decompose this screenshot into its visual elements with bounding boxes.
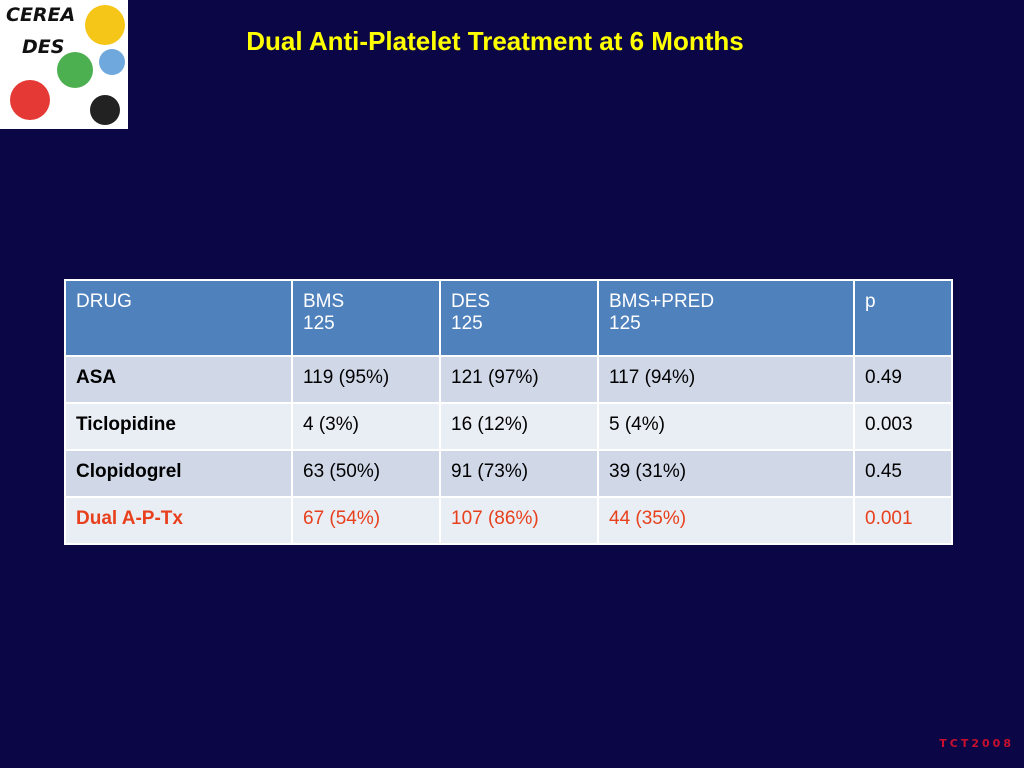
table-cell: 0.001 bbox=[853, 496, 953, 545]
table: DRUG BMS 125 DES 125 BMS+PRED 125 p ASA 119 (95%… bbox=[64, 279, 953, 545]
hand-red bbox=[10, 80, 50, 120]
header-text: DRUG bbox=[76, 291, 132, 312]
header-text: 125 bbox=[303, 313, 335, 334]
hand-blue bbox=[99, 49, 125, 75]
table-cell: 16 (12%) bbox=[439, 402, 599, 451]
logo: CEREA DES bbox=[0, 0, 128, 129]
header-cell: BMS+PRED 125 bbox=[597, 279, 855, 357]
hand-black bbox=[90, 95, 120, 125]
table-cell: 117 (94%) bbox=[597, 355, 855, 404]
table-cell: 0.49 bbox=[853, 355, 953, 404]
table-row: Clopidogrel 63 (50%) 91 (73%) 39 (31%) 0.45 bbox=[64, 449, 953, 498]
header-text: DES bbox=[451, 291, 491, 312]
table-row: Ticlopidine 4 (3%) 16 (12%) 5 (4%) 0.003 bbox=[64, 402, 953, 451]
header-row: DRUG BMS 125 DES 125 BMS+PRED 125 p bbox=[64, 279, 953, 357]
table-cell: Ticlopidine bbox=[64, 402, 293, 451]
table-row: ASA 119 (95%) 121 (97%) 117 (94%) 0.49 bbox=[64, 355, 953, 404]
table-cell: 67 (54%) bbox=[291, 496, 441, 545]
table-cell: 0.45 bbox=[853, 449, 953, 498]
logo-text: CEREA bbox=[6, 4, 76, 26]
logo-art bbox=[10, 5, 125, 125]
header-text: p bbox=[865, 291, 876, 312]
table-cell: 121 (97%) bbox=[439, 355, 599, 404]
table-cell: ASA bbox=[64, 355, 293, 404]
table-cell: 39 (31%) bbox=[597, 449, 855, 498]
table-cell: 63 (50%) bbox=[291, 449, 441, 498]
table-cell: 119 (95%) bbox=[291, 355, 441, 404]
table-cell: Clopidogrel bbox=[64, 449, 293, 498]
header-text: 125 bbox=[609, 313, 641, 334]
table-cell: Dual A-P-Tx bbox=[64, 496, 293, 545]
table-cell: 0.003 bbox=[853, 402, 953, 451]
footer-logo: TCT2008 bbox=[939, 737, 1014, 750]
header-cell: DES 125 bbox=[439, 279, 599, 357]
header-cell: DRUG bbox=[64, 279, 293, 357]
title: Dual Anti-Platelet Treatment at 6 Months bbox=[246, 26, 744, 56]
header-text: 125 bbox=[451, 313, 483, 334]
hand-green bbox=[57, 52, 93, 88]
table-row: Dual A-P-Tx 67 (54%) 107 (86%) 44 (35%) 0.00… bbox=[64, 496, 953, 545]
header-text: BMS+PRED bbox=[609, 291, 715, 312]
header-cell: BMS 125 bbox=[291, 279, 441, 357]
table-cell: 107 (86%) bbox=[439, 496, 599, 545]
table-cell: 4 (3%) bbox=[291, 402, 441, 451]
logo-text: DES bbox=[22, 36, 65, 58]
table-cell: 91 (73%) bbox=[439, 449, 599, 498]
table-cell: 44 (35%) bbox=[597, 496, 855, 545]
hand-yellow bbox=[85, 5, 125, 45]
header-cell: p bbox=[853, 279, 953, 357]
table-cell: 5 (4%) bbox=[597, 402, 855, 451]
header-text: BMS bbox=[303, 291, 345, 312]
